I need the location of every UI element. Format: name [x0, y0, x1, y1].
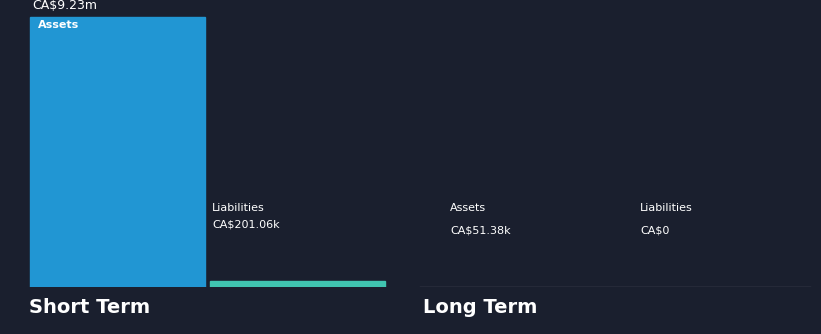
- Text: CA$201.06k: CA$201.06k: [212, 220, 280, 230]
- Text: Assets: Assets: [38, 20, 80, 30]
- Text: CA$51.38k: CA$51.38k: [450, 225, 511, 235]
- Text: Assets: Assets: [450, 202, 486, 212]
- Text: Long Term: Long Term: [423, 298, 537, 317]
- Text: Liabilities: Liabilities: [212, 202, 264, 212]
- Bar: [30, 17, 205, 287]
- Text: Short Term: Short Term: [29, 298, 150, 317]
- Text: Liabilities: Liabilities: [640, 202, 693, 212]
- Text: CA$0: CA$0: [640, 225, 669, 235]
- Bar: [210, 281, 385, 287]
- Text: CA$9.23m: CA$9.23m: [32, 0, 97, 12]
